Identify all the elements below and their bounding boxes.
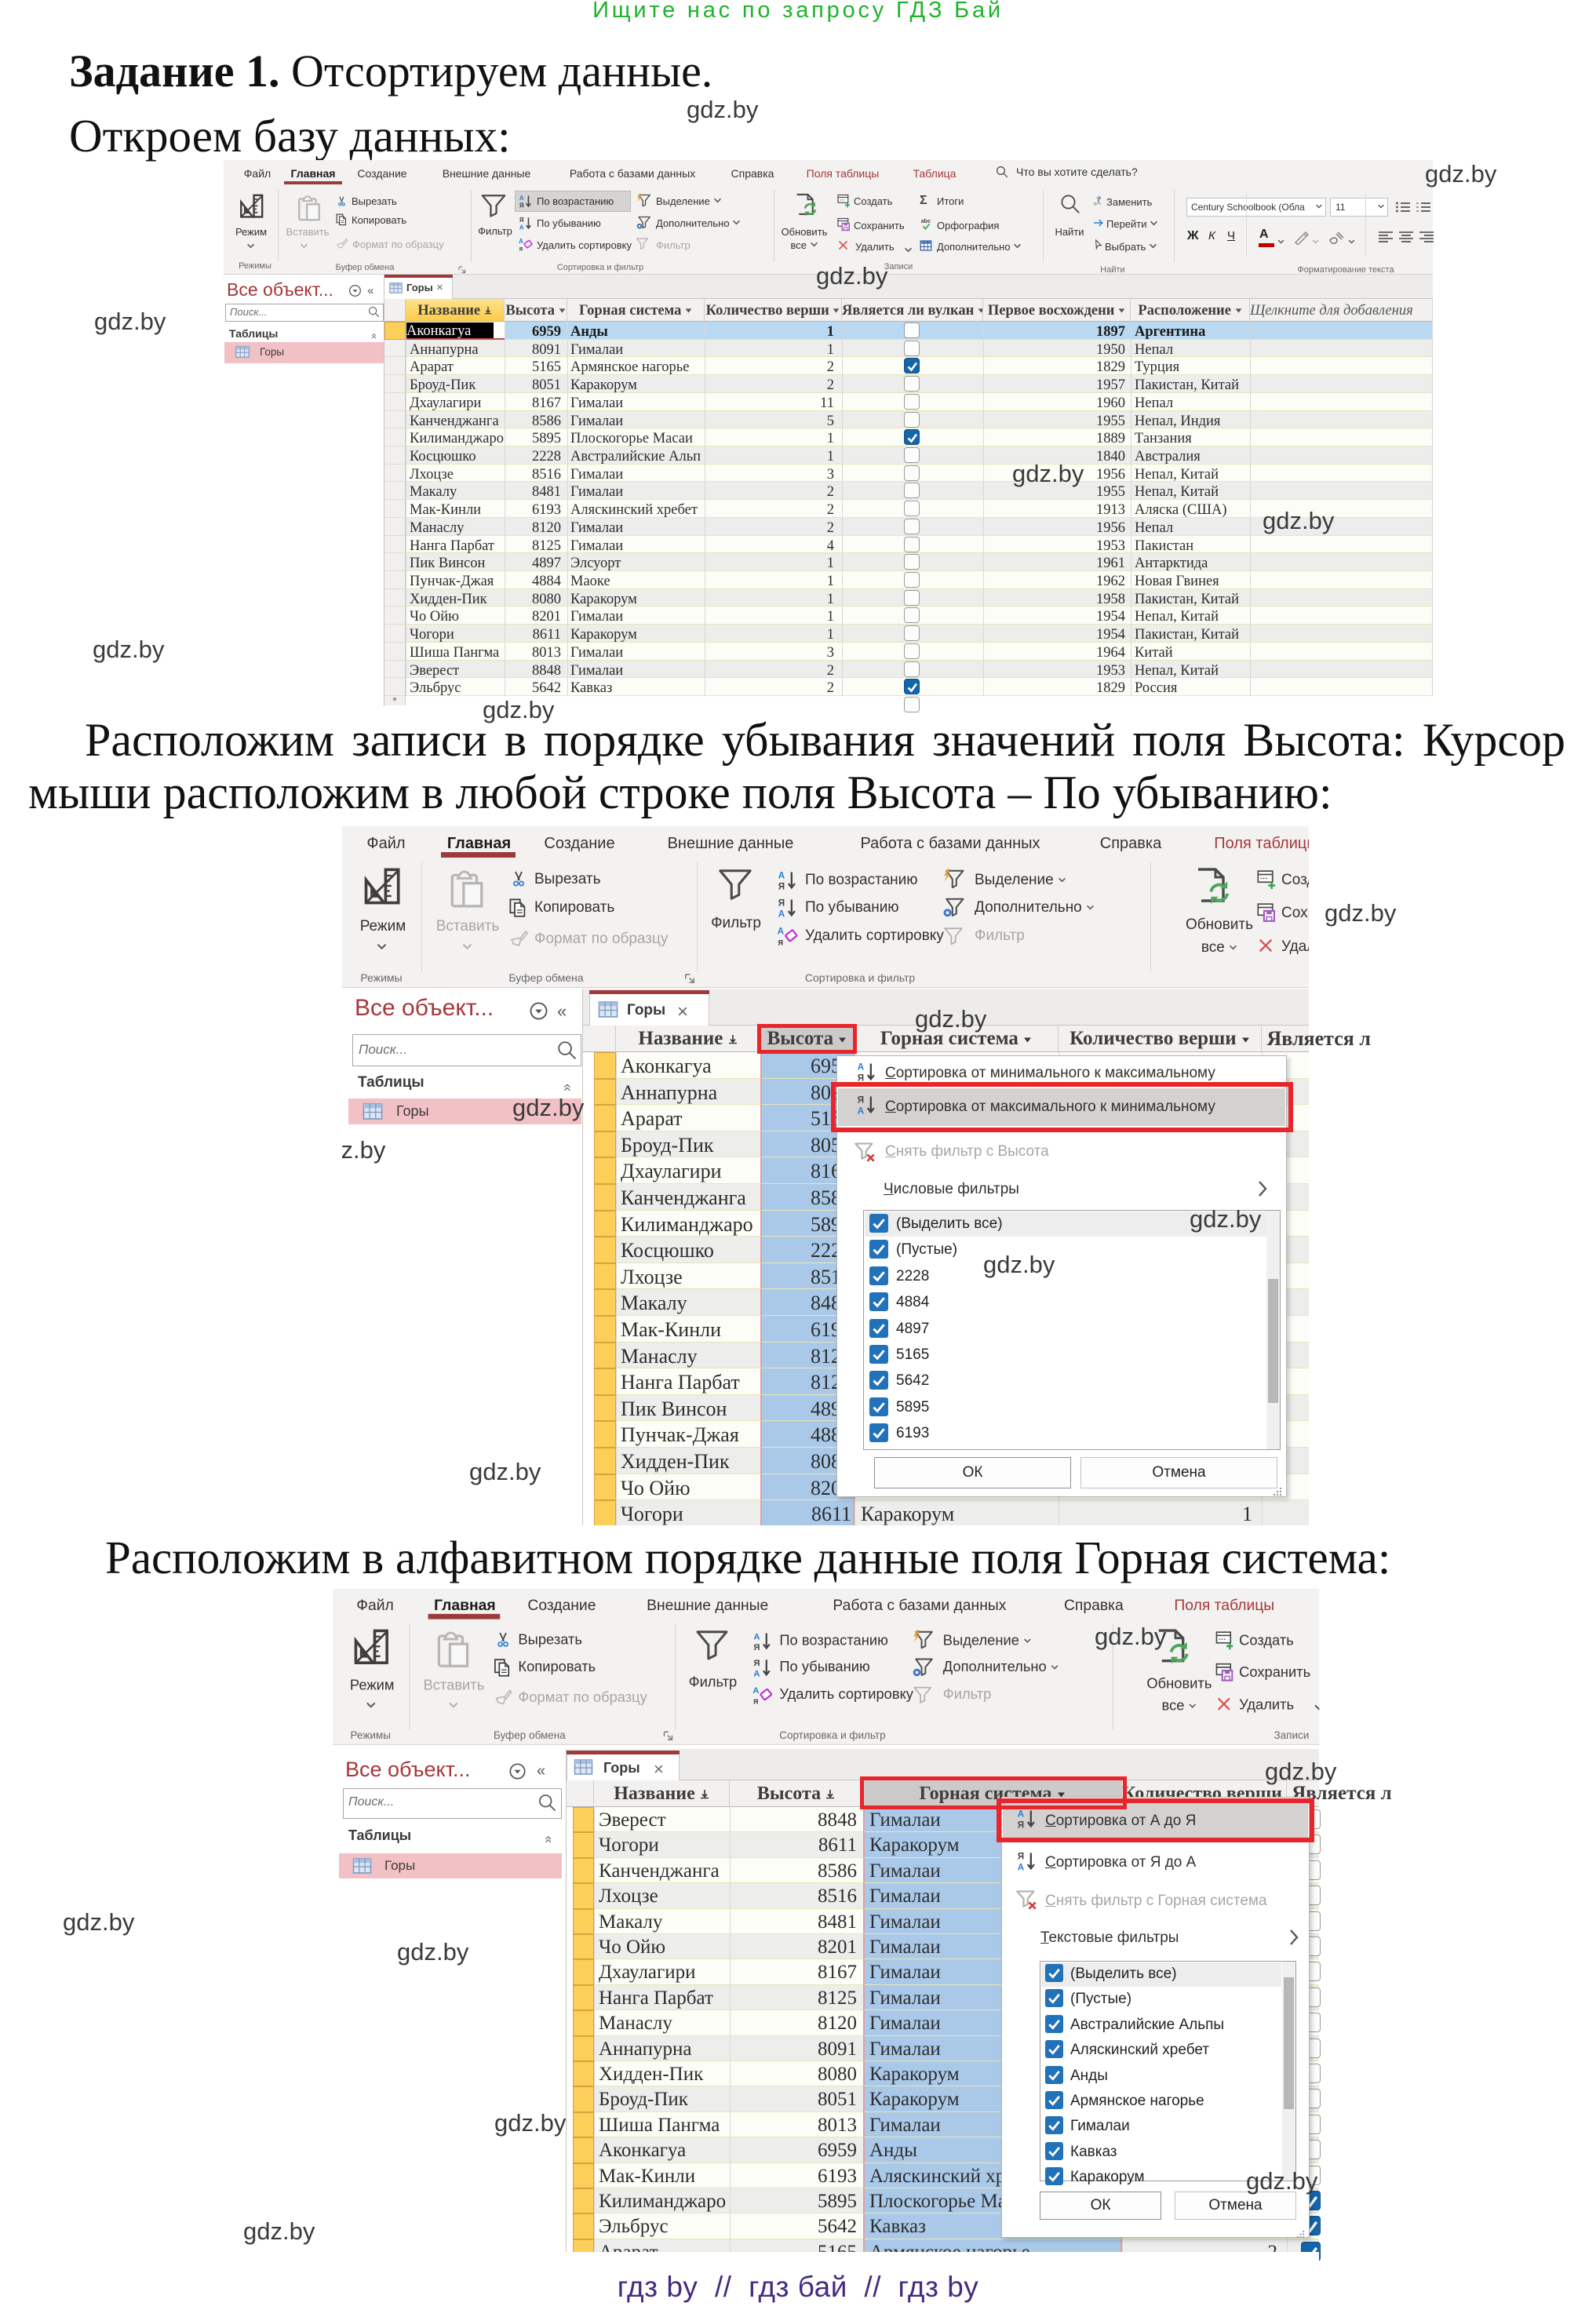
svg-text:b: b bbox=[1098, 196, 1101, 201]
svg-text:А: А bbox=[519, 238, 523, 245]
svg-text:я: я bbox=[778, 938, 783, 947]
svg-text:Я: Я bbox=[778, 898, 785, 909]
svg-text:c: c bbox=[1094, 202, 1097, 206]
svg-text:Я: Я bbox=[1018, 1820, 1024, 1830]
svg-text:Я: Я bbox=[858, 1073, 864, 1083]
svg-text:Я: Я bbox=[519, 202, 524, 209]
svg-text:А: А bbox=[1018, 1809, 1025, 1820]
svg-text:Я: Я bbox=[858, 1095, 864, 1106]
svg-text:Я: Я bbox=[778, 882, 785, 891]
svg-text:А: А bbox=[519, 195, 524, 202]
svg-text:А: А bbox=[778, 909, 785, 919]
svg-text:А: А bbox=[752, 1686, 759, 1696]
svg-text:Я: Я bbox=[519, 217, 524, 224]
svg-text:Я: Я bbox=[753, 1659, 760, 1668]
svg-text:Я: Я bbox=[1018, 1852, 1024, 1862]
svg-text:А: А bbox=[858, 1062, 865, 1073]
svg-text:А: А bbox=[778, 871, 785, 881]
svg-text:Я: Я bbox=[753, 1643, 760, 1652]
svg-text:я: я bbox=[753, 1696, 759, 1705]
svg-text:я: я bbox=[519, 245, 523, 252]
svg-text:А: А bbox=[753, 1632, 760, 1641]
svg-text:А: А bbox=[753, 1670, 760, 1678]
svg-text:А: А bbox=[778, 927, 785, 937]
svg-text:А: А bbox=[519, 224, 524, 231]
svg-text:А: А bbox=[1018, 1863, 1025, 1872]
svg-text:А: А bbox=[858, 1106, 865, 1116]
svg-text:abc: abc bbox=[921, 218, 931, 224]
